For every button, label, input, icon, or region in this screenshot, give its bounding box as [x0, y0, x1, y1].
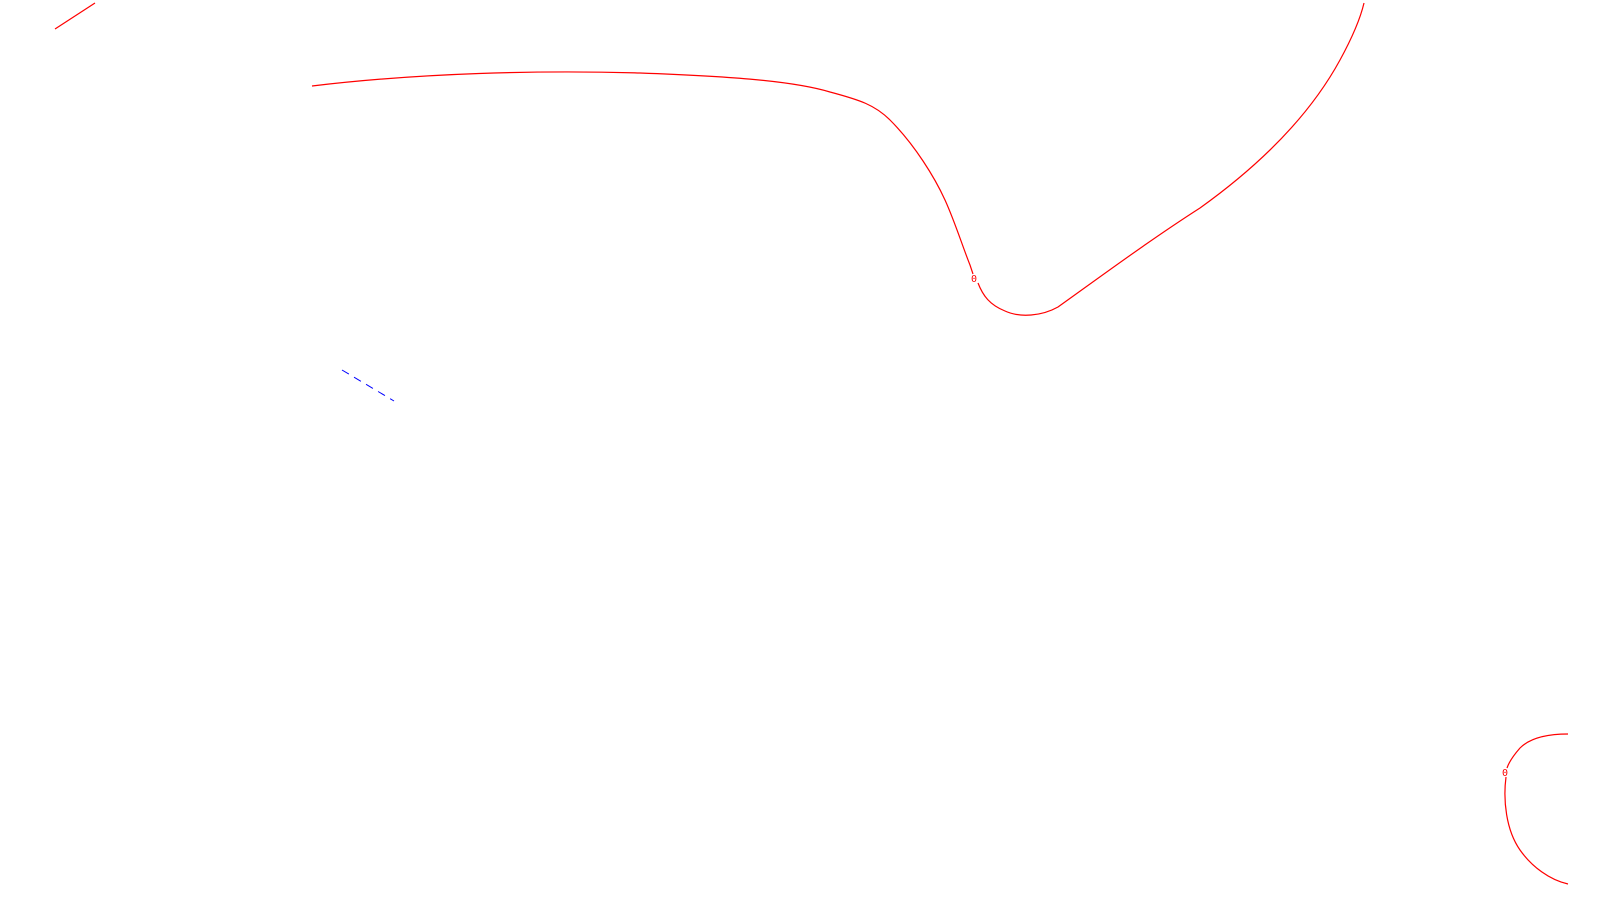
contour-label-main: 0 — [971, 274, 977, 285]
contour-line-top-left — [54, 2, 96, 30]
contour-line-bottom-right-continued — [1504, 776, 1569, 885]
contour-label-bottom-right: 0 — [1502, 768, 1508, 779]
contour-line-main-continued — [977, 2, 1365, 316]
contour-line-main — [311, 71, 974, 275]
contour-line-bottom-right — [1506, 733, 1569, 769]
dashed-guide-line — [341, 369, 395, 402]
